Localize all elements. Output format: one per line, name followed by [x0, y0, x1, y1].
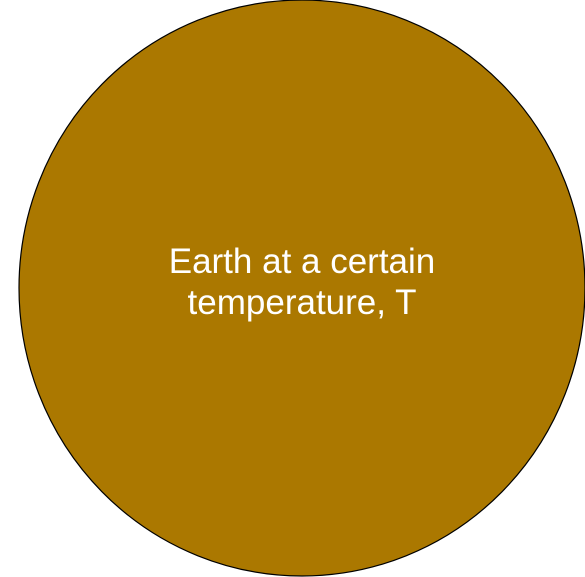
node-label-line: temperature, T — [188, 283, 417, 322]
earth-circle — [18, 0, 585, 577]
node-label-line: Earth at a certain — [169, 242, 436, 281]
